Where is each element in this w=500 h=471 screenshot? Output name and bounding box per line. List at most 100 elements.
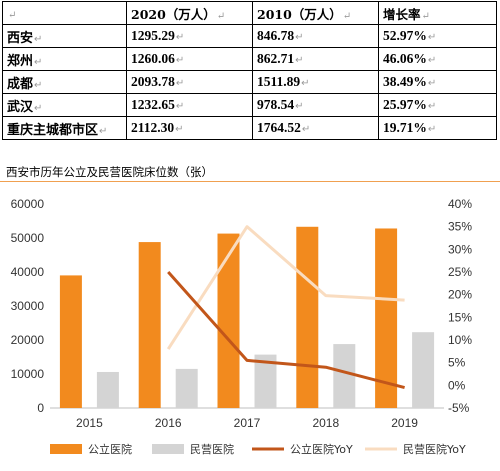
return-mark: ↵ bbox=[99, 125, 108, 137]
table-cell: 1260.06↵ bbox=[126, 47, 253, 71]
cell-text: 1511.89 bbox=[257, 74, 301, 89]
public-hospital-bar bbox=[59, 275, 82, 408]
table-cell: 38.49%↵ bbox=[378, 70, 497, 94]
return-mark: ↵ bbox=[34, 79, 43, 91]
cell-text: 38.49% bbox=[383, 74, 427, 89]
return-mark: ↵ bbox=[427, 78, 437, 89]
y2-tick-label: 15% bbox=[448, 310, 472, 324]
table-cell: 西安↵ bbox=[2, 24, 127, 48]
return-mark: ↵ bbox=[34, 56, 43, 68]
return-mark: ↵ bbox=[342, 10, 352, 22]
x-tick-label: 2017 bbox=[234, 416, 261, 430]
legend-private-yoy-label: 民营医院YoY bbox=[403, 442, 466, 456]
cell-text: 1260.06 bbox=[131, 51, 175, 66]
public-hospital-bar bbox=[296, 226, 319, 408]
cell-text: 西安 bbox=[7, 30, 34, 46]
cell-text: 46.06% bbox=[383, 51, 427, 66]
cell-text: 25.97% bbox=[383, 97, 427, 112]
return-mark: ↵ bbox=[34, 33, 43, 45]
table-row: 郑州↵ 1260.06↵ 862.71↵ 46.06%↵ bbox=[2, 47, 497, 71]
table-cell: 重庆主城都市区↵ bbox=[2, 116, 127, 140]
y2-tick-label: -5% bbox=[448, 401, 470, 415]
return-mark: ↵ bbox=[175, 124, 184, 135]
bed-count-chart: 0 10000 20000 30000 40000 50000 60000 -5% 0% 5% 10… bbox=[11, 197, 473, 456]
table-cell: 978.54↵ bbox=[252, 93, 379, 117]
cell-text: 2093.78 bbox=[131, 74, 175, 89]
cell-text: 2010（万人） bbox=[257, 6, 342, 22]
y2-tick-label: 35% bbox=[448, 220, 472, 234]
legend-private-bar-label: 民营医院 bbox=[190, 442, 234, 456]
cell-text: 增长率 bbox=[383, 6, 421, 22]
private-hospital-bar bbox=[254, 354, 277, 408]
table-cell: 1295.29↵ bbox=[126, 24, 253, 48]
return-mark: ↵ bbox=[301, 124, 311, 135]
return-mark: ↵ bbox=[421, 10, 430, 22]
x-tick-label: 2016 bbox=[155, 416, 182, 430]
table-cell: 1232.65↵ bbox=[126, 93, 253, 117]
return-mark: ↵ bbox=[295, 55, 304, 66]
private-yoy-line bbox=[166, 225, 405, 350]
return-mark: ↵ bbox=[34, 102, 43, 114]
y-tick-label: 60000 bbox=[11, 197, 45, 211]
cell-text: 862.71 bbox=[257, 51, 295, 66]
return-mark: ↵ bbox=[175, 78, 185, 89]
private-hospital-bar bbox=[333, 344, 356, 408]
table-cell: 25.97%↵ bbox=[378, 93, 497, 117]
cell-text: 52.97% bbox=[383, 28, 427, 43]
table-cell: 郑州↵ bbox=[2, 47, 127, 71]
return-mark: ↵ bbox=[427, 124, 437, 135]
cell-text: 武汉 bbox=[7, 99, 34, 115]
table-row: 西安↵ 1295.29↵ 846.78↵ 52.97%↵ bbox=[2, 24, 497, 48]
legend-private-bar-swatch bbox=[152, 444, 184, 454]
cell-text: 846.78 bbox=[257, 28, 295, 43]
y-tick-label: 10000 bbox=[11, 367, 45, 381]
legend-public-yoy-label: 公立医院YoY bbox=[290, 442, 353, 456]
table-cell: 2112.30↵ bbox=[126, 116, 253, 140]
y2-tick-label: 5% bbox=[448, 356, 466, 370]
y2-tick-label: 40% bbox=[448, 197, 472, 211]
cell-text: 2020（万人） bbox=[131, 6, 216, 22]
y-tick-label: 50000 bbox=[11, 231, 45, 245]
public-hospital-bar bbox=[138, 242, 161, 408]
table-cell: 成都↵ bbox=[2, 70, 127, 94]
y2-tick-label: 20% bbox=[448, 288, 472, 302]
public-hospital-bar bbox=[375, 228, 398, 408]
table-cell: 46.06%↵ bbox=[378, 47, 497, 71]
return-mark: ↵ bbox=[175, 55, 185, 66]
y-tick-label: 20000 bbox=[11, 333, 45, 347]
cell-text: 1232.65 bbox=[131, 97, 175, 112]
x-tick-label: 2018 bbox=[312, 416, 339, 430]
return-mark: ↵ bbox=[427, 32, 437, 43]
table-header-row: ↵ 2020（万人）↵ 2010（万人）↵ 增长率↵ bbox=[2, 1, 497, 25]
legend-public-bar-label: 公立医院 bbox=[88, 442, 132, 456]
cell-text: 1764.52 bbox=[257, 120, 301, 135]
table-header-cell: 2010（万人）↵ bbox=[252, 1, 379, 25]
table-row: 重庆主城都市区↵ 2112.30↵ 1764.52↵ 19.71%↵ bbox=[2, 116, 497, 140]
y-tick-label: 30000 bbox=[11, 299, 45, 313]
public-yoy-line bbox=[167, 271, 405, 390]
return-mark: ↵ bbox=[427, 55, 437, 66]
legend-public-bar-swatch bbox=[50, 444, 82, 454]
title-divider bbox=[0, 181, 500, 182]
y2-tick-label: 0% bbox=[448, 378, 466, 392]
return-mark: ↵ bbox=[295, 32, 304, 43]
return-mark: ↵ bbox=[8, 9, 17, 21]
x-tick-label: 2015 bbox=[76, 416, 103, 430]
private-hospital-bar bbox=[412, 332, 435, 408]
x-tick-label: 2019 bbox=[391, 416, 418, 430]
table-cell: 862.71↵ bbox=[252, 47, 379, 71]
return-mark: ↵ bbox=[175, 32, 185, 43]
table-cell: 19.71%↵ bbox=[378, 116, 497, 140]
cell-text: 19.71% bbox=[383, 120, 427, 135]
cell-text: 郑州 bbox=[7, 53, 34, 69]
table-cell: 武汉↵ bbox=[2, 93, 127, 117]
population-table: ↵ 2020（万人）↵ 2010（万人）↵ 增长率↵ 西安↵ 1295.29↵ 846.78… bbox=[2, 1, 497, 140]
table-cell: 1511.89↵ bbox=[252, 70, 379, 94]
cell-text: 1295.29 bbox=[131, 28, 175, 43]
cell-text: 成都 bbox=[7, 76, 34, 92]
return-mark: ↵ bbox=[301, 78, 310, 89]
cell-text: 2112.30 bbox=[131, 120, 175, 135]
private-hospital-bar bbox=[175, 368, 198, 408]
cell-text: 重庆主城都市区 bbox=[7, 122, 99, 138]
table-cell: 2093.78↵ bbox=[126, 70, 253, 94]
